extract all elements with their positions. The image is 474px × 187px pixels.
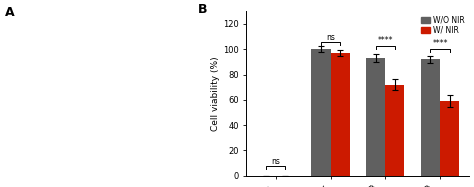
Y-axis label: Cell viability (%): Cell viability (%) [211, 56, 220, 131]
Bar [440, 101, 459, 176]
Text: B: B [198, 3, 207, 16]
Text: A: A [5, 6, 14, 19]
Text: ****: **** [377, 36, 393, 45]
Text: ns: ns [271, 157, 280, 166]
Bar [311, 49, 330, 176]
Text: ns: ns [326, 33, 335, 42]
Legend: W/O NIR, W/ NIR: W/O NIR, W/ NIR [420, 15, 465, 35]
Bar [330, 53, 350, 176]
Bar [421, 59, 440, 176]
Bar [385, 85, 404, 176]
Text: ****: **** [432, 39, 448, 48]
Bar [366, 58, 385, 176]
